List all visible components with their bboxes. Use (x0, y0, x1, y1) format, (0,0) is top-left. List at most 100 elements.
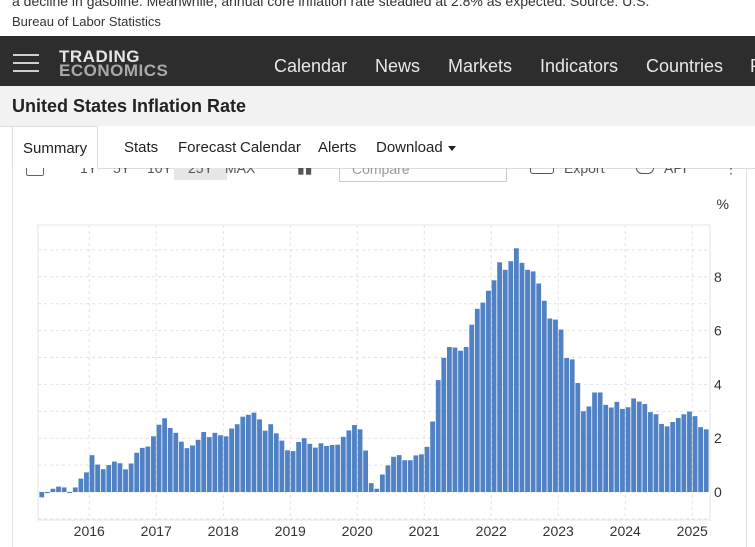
data-bar[interactable] (285, 450, 290, 492)
data-bar[interactable] (525, 269, 530, 492)
data-bar[interactable] (379, 474, 385, 492)
data-bar[interactable] (670, 422, 676, 492)
checkbox-icon[interactable] (26, 168, 44, 176)
data-bar[interactable] (340, 436, 346, 492)
nav-indicators[interactable]: Indicators (540, 56, 619, 76)
data-bar[interactable] (357, 429, 363, 492)
data-bar[interactable] (547, 318, 553, 493)
data-bar[interactable] (664, 426, 670, 492)
data-bar[interactable] (352, 425, 357, 492)
data-bar[interactable] (335, 444, 341, 492)
data-bar[interactable] (78, 478, 84, 492)
nav-truncated-item[interactable]: P (750, 56, 755, 77)
data-bar[interactable] (262, 430, 268, 492)
more-options-icon[interactable]: ⋮ (724, 168, 738, 176)
data-bar[interactable] (223, 436, 229, 492)
nav-calendar[interactable]: Calendar (274, 56, 348, 76)
data-bar[interactable] (162, 418, 168, 492)
data-bar[interactable] (636, 401, 642, 492)
nav-news[interactable]: News (375, 56, 421, 76)
nav-countries[interactable]: Countries (646, 56, 724, 76)
data-bar[interactable] (446, 347, 452, 492)
data-bar[interactable] (536, 283, 542, 492)
data-bar[interactable] (178, 441, 184, 492)
data-bar[interactable] (441, 357, 447, 492)
data-bar[interactable] (419, 454, 424, 492)
data-bar[interactable] (296, 441, 302, 492)
range-10y[interactable]: 10Y (147, 168, 172, 176)
tab-download[interactable]: Download (376, 139, 456, 156)
data-bar[interactable] (167, 427, 173, 492)
tab-forecast[interactable]: Forecast (178, 139, 237, 156)
data-bar[interactable] (614, 401, 620, 492)
export-icon[interactable] (530, 168, 554, 174)
tab-summary[interactable]: Summary (12, 126, 98, 170)
data-bar[interactable] (491, 280, 497, 492)
tab-alerts[interactable]: Alerts (318, 139, 357, 156)
data-bar[interactable] (391, 456, 396, 492)
data-bar[interactable] (134, 452, 140, 492)
data-bar[interactable] (508, 261, 514, 492)
data-bar[interactable] (324, 446, 329, 492)
data-bar[interactable] (301, 438, 307, 492)
data-bar[interactable] (480, 302, 486, 492)
data-bar[interactable] (67, 492, 73, 494)
data-bar[interactable] (145, 446, 151, 492)
data-bar[interactable] (458, 350, 463, 492)
data-bar[interactable] (675, 418, 681, 492)
data-bar[interactable] (374, 488, 380, 492)
compare-input[interactable]: Compare (339, 168, 507, 182)
data-bar[interactable] (647, 412, 653, 492)
data-bar[interactable] (329, 444, 335, 492)
data-bar[interactable] (56, 486, 61, 492)
data-bar[interactable] (430, 421, 436, 492)
tab-stats[interactable]: Stats (124, 139, 159, 156)
range-5y[interactable]: 5Y (113, 168, 131, 176)
data-bar[interactable] (123, 469, 128, 492)
data-bar[interactable] (72, 487, 78, 492)
data-bar[interactable] (190, 445, 195, 492)
data-bar[interactable] (396, 455, 402, 492)
data-bar[interactable] (84, 472, 89, 492)
data-bar[interactable] (106, 465, 112, 492)
data-bar[interactable] (642, 404, 648, 492)
data-bar[interactable] (279, 440, 285, 492)
data-bar[interactable] (307, 443, 313, 492)
data-bar[interactable] (620, 408, 625, 492)
data-bar[interactable] (692, 416, 698, 492)
data-bar[interactable] (513, 248, 519, 492)
data-bar[interactable] (553, 319, 558, 492)
data-bar[interactable] (497, 262, 503, 492)
data-bar[interactable] (659, 423, 664, 492)
data-bar[interactable] (89, 455, 95, 492)
data-bar[interactable] (318, 443, 324, 492)
data-bar[interactable] (363, 450, 369, 492)
data-bar[interactable] (312, 447, 318, 492)
data-bar[interactable] (463, 347, 469, 492)
data-bar[interactable] (703, 429, 709, 492)
data-bar[interactable] (653, 414, 659, 492)
data-bar[interactable] (575, 383, 581, 492)
data-bar[interactable] (435, 380, 441, 492)
data-bar[interactable] (117, 463, 123, 492)
data-bar[interactable] (100, 469, 106, 492)
data-bar[interactable] (597, 392, 603, 492)
data-bar[interactable] (402, 460, 408, 492)
chart-type-icon[interactable]: ▮▮ (297, 168, 313, 176)
range-max[interactable]: MAX (225, 168, 256, 176)
data-bar[interactable] (240, 416, 246, 492)
data-bar[interactable] (413, 455, 419, 492)
data-bar[interactable] (469, 324, 475, 492)
data-bar[interactable] (257, 419, 262, 492)
data-bar[interactable] (229, 428, 235, 492)
data-bar[interactable] (569, 359, 575, 492)
data-bar[interactable] (424, 446, 430, 492)
data-bar[interactable] (206, 437, 212, 492)
data-bar[interactable] (502, 269, 508, 492)
api-button[interactable]: API (664, 168, 687, 176)
data-bar[interactable] (218, 435, 223, 492)
data-bar[interactable] (156, 424, 162, 492)
data-bar[interactable] (608, 407, 614, 492)
data-bar[interactable] (201, 432, 207, 492)
data-bar[interactable] (519, 262, 525, 492)
